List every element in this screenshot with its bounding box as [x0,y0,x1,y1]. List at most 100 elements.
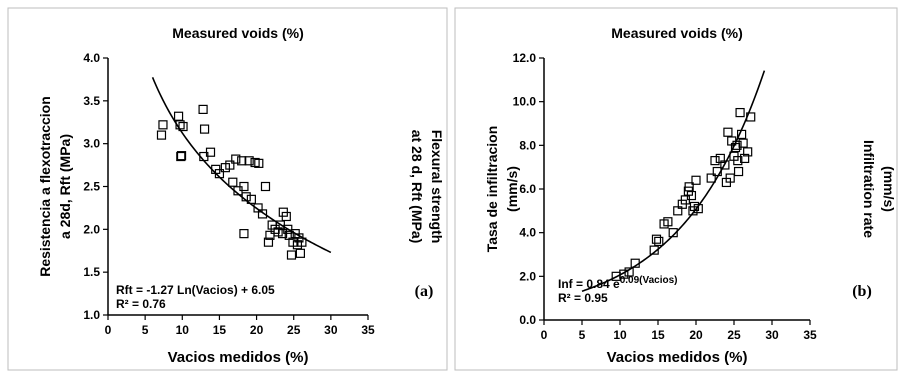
data-point [706,173,716,183]
data-point [619,269,629,279]
data-point [720,160,730,170]
data-point [199,124,210,134]
data-point [736,129,747,140]
data-point [246,194,256,204]
panel-a: Measured voids (%) 0 5 10 15 20 25 30 35 1.0 1.5 2.… [7,7,448,371]
data-point [176,151,187,161]
y-tick-label: 8.0 [519,138,536,152]
data-point [225,160,235,170]
panel-b: Measured voids (%) 0 5 10 15 20 25 30 35 0.0 2.0 4.… [454,7,898,371]
y-tick-label: 0.0 [519,313,536,327]
data-point [684,182,694,192]
data-point [297,237,307,247]
y-tick-label: 6.0 [519,182,536,196]
panel-letter: (b) [852,283,872,300]
y-tick-label: 4.0 [519,226,536,240]
data-point [158,120,168,130]
x-tick-label: 5 [579,328,586,342]
data-point [228,177,238,187]
y-tick-label: 4.0 [83,51,100,65]
data-point [649,245,659,255]
x-tick-label: 25 [727,328,741,342]
data-point [733,156,743,166]
data-point [743,147,753,157]
y-tick-label: 3.5 [83,94,100,108]
equation-label: Inf = 0.84 e0.09(Vacios) [558,275,678,291]
data-point [237,156,247,166]
x-tick-label: 10 [613,328,627,342]
data-point [735,107,745,118]
x-tick-label: 15 [651,328,665,342]
data-point [263,237,274,247]
y-axis-title-line: Resistencia a flexotraccion [37,96,53,277]
data-point [654,236,664,246]
y-tick-label: 3.0 [83,137,100,151]
r-squared-label: R² = 0.95 [558,291,608,305]
data-point [740,153,750,164]
top-axis-label: Measured voids (%) [611,25,742,41]
x-tick-label: 0 [541,328,548,342]
x-tick-label: 35 [361,323,375,337]
data-point [260,181,271,192]
data-point [244,156,254,166]
data-point [691,175,701,185]
x-tick-label: 10 [176,323,190,337]
x-tick-label: 30 [324,323,338,337]
data-point [295,248,305,258]
data-point [651,234,662,244]
data-point [723,127,733,137]
equation-label: Rft = -1.27 Ln(Vacios) + 6.05 [116,283,275,297]
y-tick-label: 12.0 [513,51,537,65]
data-point [725,173,735,183]
right-axis-title-line: Infiltration rate [861,140,877,238]
panel-letter: (a) [415,283,434,300]
data-point [239,181,249,192]
y-tick-label: 1.0 [83,308,100,322]
x-tick-label: 5 [142,323,149,337]
x-tick-label: 30 [765,328,779,342]
y-axis-title-line: (mm/s) [504,166,520,212]
x-tick-label: 25 [287,323,301,337]
data-point [732,140,742,150]
equation-base: Inf = 0.84 e [558,277,620,291]
x-tick-label: 35 [803,328,817,342]
data-point [668,228,678,238]
r-squared-label: R² = 0.76 [116,297,166,311]
data-point [733,166,744,177]
data-point [286,250,297,260]
data-point [693,204,703,214]
data-point [663,217,673,227]
y-axis-title-line: Tasa de infiltracion [484,126,500,253]
data-point [178,121,188,132]
x-tick-label: 0 [105,323,112,337]
right-axis-title-line: at 28 d, Rft (MPa) [409,130,425,244]
top-axis-label: Measured voids (%) [172,25,303,41]
x-axis-title: Vacios medidos (%) [607,349,748,366]
right-axis-title-line: Flexural strength [429,130,445,244]
y-tick-label: 10.0 [513,95,537,109]
data-point [254,158,264,168]
data-point [241,192,251,202]
right-axis-title-line: (mm/s) [881,166,897,212]
y-axis-title-line: a 28d, Rft (MPa) [57,134,73,239]
x-tick-label: 15 [213,323,227,337]
data-point [214,169,225,179]
equation-exponent: 0.09(Vacios) [620,275,678,286]
x-tick-label: 20 [250,323,264,337]
panel-frame [7,7,448,371]
data-point [738,138,748,148]
data-point [630,258,640,268]
data-point [281,211,291,222]
x-axis-title: Vacios medidos (%) [168,349,309,366]
x-tick-label: 20 [689,328,703,342]
data-point [239,229,249,239]
y-tick-label: 1.5 [83,265,100,279]
data-point [198,104,208,115]
data-point [746,112,756,122]
data-point [712,166,722,177]
data-point [710,156,720,166]
data-point [156,130,167,140]
data-point [176,151,186,162]
